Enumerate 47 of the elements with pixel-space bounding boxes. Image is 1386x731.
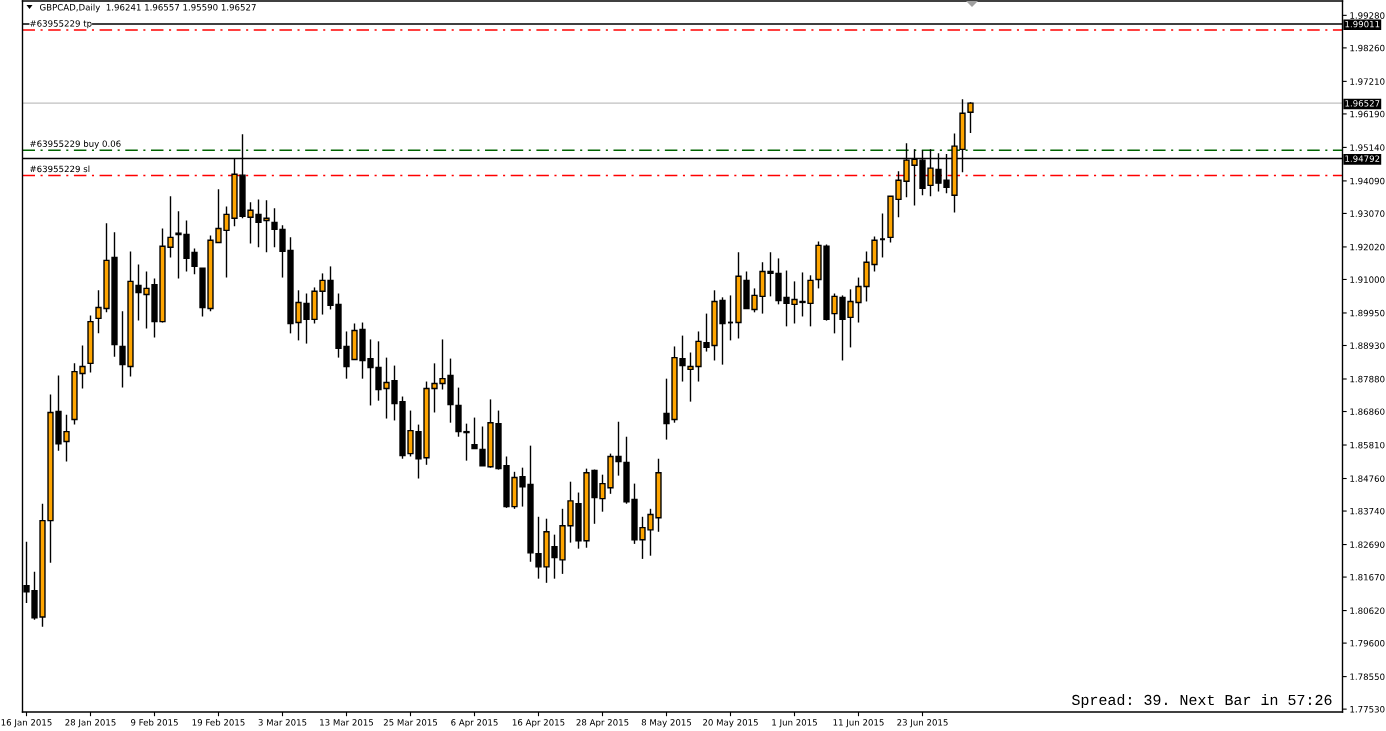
annotation: Spread: 39. Next Bar in 57:26 [1072, 694, 1332, 708]
y-tick-label: 1.85810 [1350, 441, 1385, 449]
y-tick-label: 1.84760 [1350, 475, 1385, 482]
chart-title: GBPCAD,Daily 1.96241 1.96557 1.95590 1.96527 [39, 3, 256, 13]
y-tick-label: 1.92020 [1350, 243, 1385, 251]
ref-line-label: #63955229 sl [30, 165, 90, 173]
ref-line-label: 1.96527 [1345, 100, 1380, 107]
x-tick-label: 28 Apr 2015 [576, 719, 629, 728]
y-tick-label: 1.81670 [1350, 573, 1385, 581]
y-tick-label: 1.96190 [1350, 110, 1385, 118]
x-tick-label: 3 Mar 2015 [258, 719, 307, 726]
x-tick-label: 16 Jan 2015 [1, 719, 52, 728]
x-tick-label: 23 Jun 2015 [897, 719, 948, 728]
y-tick-label: 1.78550 [1350, 673, 1385, 680]
y-tick-label: 1.89950 [1350, 309, 1385, 317]
y-tick-label: 1.86860 [1350, 408, 1385, 415]
y-tick-label: 1.98260 [1350, 44, 1385, 52]
candlestick [879, 212, 886, 259]
ref-line-label: 1.99011 [1345, 20, 1380, 28]
y-tick-label: 1.82690 [1350, 541, 1385, 548]
ref-line-label: 1.94792 [1345, 155, 1380, 162]
y-tick-label: 1.91000 [1350, 276, 1385, 283]
y-tick-label: 1.88930 [1350, 342, 1385, 349]
y-tick-label: 1.95140 [1350, 144, 1385, 151]
ref-line-label: #63955229 buy 0.06 [30, 140, 121, 149]
y-tick-label: 1.77530 [1350, 706, 1385, 713]
candlestick [471, 416, 478, 450]
x-tick-label: 8 May 2015 [641, 719, 692, 728]
x-tick-label: 9 Feb 2015 [130, 718, 178, 726]
y-tick-label: 1.87880 [1350, 375, 1385, 383]
x-tick-label: 6 Apr 2015 [451, 719, 498, 728]
x-tick-label: 20 May 2015 [703, 719, 758, 728]
x-tick-label: 16 Apr 2015 [512, 719, 565, 728]
y-tick-label: 1.79600 [1350, 639, 1385, 647]
y-tick-label: 1.99280 [1350, 12, 1385, 19]
y-tick-label: 1.83740 [1350, 507, 1385, 515]
y-tick-label: 1.93070 [1350, 210, 1385, 217]
x-tick-label: 11 Jun 2015 [833, 719, 884, 728]
x-tick-label: 19 Feb 2015 [192, 718, 245, 726]
ref-line-label: #63955229 tp [30, 20, 92, 29]
y-tick-label: 1.97210 [1350, 78, 1385, 85]
y-tick-label: 1.80620 [1350, 607, 1385, 614]
x-tick-label: 28 Jan 2015 [65, 719, 116, 728]
y-tick-label: 1.94090 [1350, 177, 1385, 185]
x-tick-label: 25 Mar 2015 [383, 719, 438, 726]
x-tick-label: 13 Mar 2015 [320, 719, 374, 726]
x-tick-label: 1 Jun 2015 [772, 719, 817, 728]
